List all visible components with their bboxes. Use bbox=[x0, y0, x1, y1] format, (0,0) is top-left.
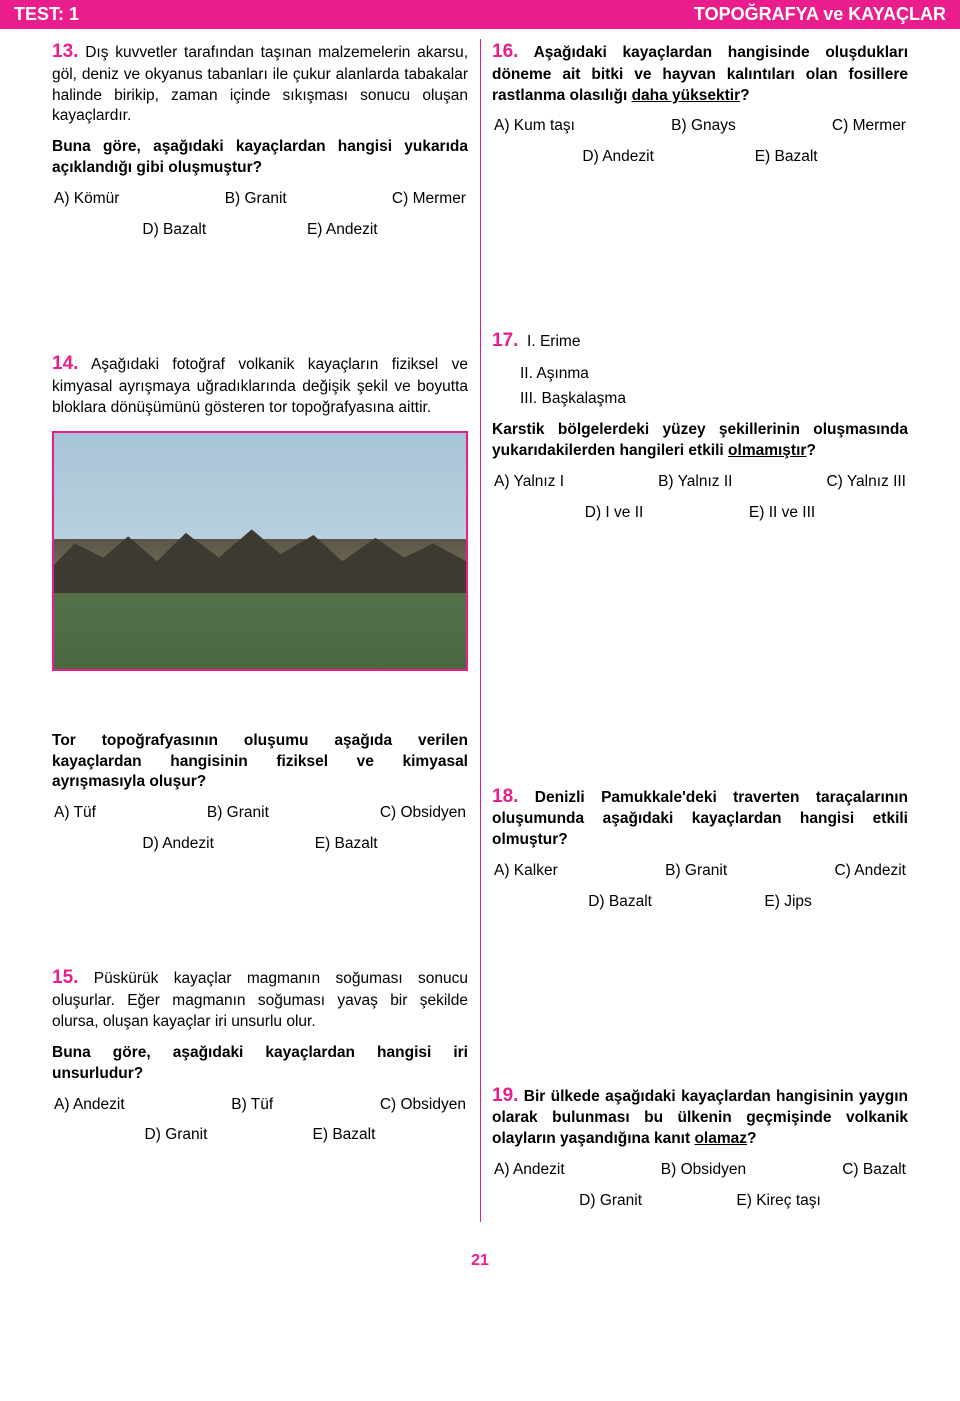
q13-opt-b[interactable]: B) Granit bbox=[225, 189, 287, 210]
rocks-shape bbox=[54, 522, 466, 593]
q18-opt-a[interactable]: A) Kalker bbox=[494, 861, 558, 882]
q16-opt-b[interactable]: B) Gnays bbox=[671, 116, 736, 137]
q19-opt-b[interactable]: B) Obsidyen bbox=[661, 1160, 746, 1181]
q16-opt-a[interactable]: A) Kum taşı bbox=[494, 116, 575, 137]
q19-opt-a[interactable]: A) Andezit bbox=[494, 1160, 565, 1181]
q18-opt-c[interactable]: C) Andezit bbox=[834, 861, 906, 882]
topic-label: TOPOĞRAFYA ve KAYAÇLAR bbox=[694, 4, 946, 25]
q16-options: A) Kum taşı B) Gnays C) Mermer D) Andezi… bbox=[492, 116, 908, 168]
qnum-18: 18. bbox=[492, 786, 518, 807]
q15-opt-b[interactable]: B) Tüf bbox=[231, 1095, 273, 1116]
question-15: 15. Püskürük kayaçlar magmanın soğuması … bbox=[52, 965, 468, 1146]
question-13: 13. Dış kuvvetler tarafından taşınan mal… bbox=[52, 39, 468, 241]
question-18: 18. Denizli Pamukkale'deki traverten tar… bbox=[492, 784, 908, 913]
q19-opt-e[interactable]: E) Kireç taşı bbox=[736, 1191, 820, 1212]
q14-opt-d[interactable]: D) Andezit bbox=[142, 834, 214, 855]
q18-opt-b[interactable]: B) Granit bbox=[665, 861, 727, 882]
q14-opt-a[interactable]: A) Tüf bbox=[54, 803, 96, 824]
q14-opt-e[interactable]: E) Bazalt bbox=[315, 834, 378, 855]
q15-text1: Püskürük kayaçlar magmanın soğuması sonu… bbox=[52, 970, 468, 1030]
qnum-17: 17. bbox=[492, 330, 518, 351]
q17-text2c: ? bbox=[806, 442, 815, 459]
column-divider bbox=[480, 39, 481, 1222]
q15-opt-d[interactable]: D) Granit bbox=[145, 1125, 208, 1146]
q17-r3: III. Başkalaşma bbox=[520, 389, 908, 410]
q14-options: A) Tüf B) Granit C) Obsidyen D) Andezit … bbox=[52, 803, 468, 855]
q17-r2: II. Aşınma bbox=[520, 364, 908, 385]
qnum-19: 19. bbox=[492, 1085, 518, 1106]
qnum-14: 14. bbox=[52, 353, 78, 374]
q17-opt-c[interactable]: C) Yalnız III bbox=[826, 472, 906, 493]
q15-opt-a[interactable]: A) Andezit bbox=[54, 1095, 125, 1116]
q14-text1: Aşağıdaki fotoğraf volkanik kayaçların f… bbox=[52, 356, 468, 416]
q17-opt-e[interactable]: E) II ve III bbox=[749, 503, 815, 524]
q14-opt-c[interactable]: C) Obsidyen bbox=[380, 803, 466, 824]
q18-text1: Denizli Pamukkale'deki traverten taraçal… bbox=[492, 789, 908, 849]
q13-opt-d[interactable]: D) Bazalt bbox=[142, 220, 206, 241]
q15-opt-c[interactable]: C) Obsidyen bbox=[380, 1095, 466, 1116]
q16-opt-c[interactable]: C) Mermer bbox=[832, 116, 906, 137]
q17-r1: I. Erime bbox=[527, 333, 580, 350]
test-label: TEST: 1 bbox=[14, 4, 79, 25]
q14-opt-b[interactable]: B) Granit bbox=[207, 803, 269, 824]
page-header: TEST: 1 TOPOĞRAFYA ve KAYAÇLAR bbox=[0, 0, 960, 29]
q16-opt-e[interactable]: E) Bazalt bbox=[755, 147, 818, 168]
q16-text1c: ? bbox=[740, 87, 749, 104]
q13-opt-e[interactable]: E) Andezit bbox=[307, 220, 378, 241]
q19-opt-c[interactable]: C) Bazalt bbox=[842, 1160, 906, 1181]
q15-options: A) Andezit B) Tüf C) Obsidyen D) Granit … bbox=[52, 1095, 468, 1147]
q18-options: A) Kalker B) Granit C) Andezit D) Bazalt… bbox=[492, 861, 908, 913]
q18-opt-e[interactable]: E) Jips bbox=[764, 892, 811, 913]
q17-opt-a[interactable]: A) Yalnız I bbox=[494, 472, 564, 493]
page-number: 21 bbox=[0, 1252, 960, 1280]
q17-text2a: Karstik bölgelerdeki yüzey şekillerinin … bbox=[492, 421, 908, 459]
q19-opt-d[interactable]: D) Granit bbox=[579, 1191, 642, 1212]
q16-opt-d[interactable]: D) Andezit bbox=[582, 147, 654, 168]
q19-text1c: ? bbox=[747, 1130, 756, 1147]
qnum-16: 16. bbox=[492, 41, 518, 62]
q17-text2b: olmamıştır bbox=[728, 442, 806, 459]
page-body: 13. Dış kuvvetler tarafından taşınan mal… bbox=[0, 29, 960, 1252]
q17-opt-d[interactable]: D) I ve II bbox=[585, 503, 644, 524]
q19-options: A) Andezit B) Obsidyen C) Bazalt D) Gran… bbox=[492, 1160, 908, 1212]
qnum-13: 13. bbox=[52, 41, 78, 62]
q13-options: A) Kömür B) Granit C) Mermer D) Bazalt E… bbox=[52, 189, 468, 241]
q14-text2: Tor topoğrafyasının oluşumu aşağıda veri… bbox=[52, 731, 468, 794]
question-14b: Tor topoğrafyasının oluşumu aşağıda veri… bbox=[52, 731, 468, 856]
right-column: 16. Aşağıdaki kayaçlardan hangisinde olu… bbox=[480, 39, 920, 1232]
q17-options: A) Yalnız I B) Yalnız II C) Yalnız III D… bbox=[492, 472, 908, 524]
q15-opt-e[interactable]: E) Bazalt bbox=[313, 1125, 376, 1146]
q13-opt-c[interactable]: C) Mermer bbox=[392, 189, 466, 210]
tor-photo bbox=[52, 431, 468, 671]
qnum-15: 15. bbox=[52, 967, 78, 988]
left-column: 13. Dış kuvvetler tarafından taşınan mal… bbox=[40, 39, 480, 1232]
question-16: 16. Aşağıdaki kayaçlardan hangisinde olu… bbox=[492, 39, 908, 168]
q15-text2: Buna göre, aşağıdaki kayaçlardan hangisi… bbox=[52, 1043, 468, 1085]
q19-text1b: olamaz bbox=[694, 1130, 747, 1147]
question-17: 17. I. Erime II. Aşınma III. Başkalaşma … bbox=[492, 328, 908, 523]
q17-opt-b[interactable]: B) Yalnız II bbox=[658, 472, 732, 493]
q18-opt-d[interactable]: D) Bazalt bbox=[588, 892, 652, 913]
q16-text1b: daha yüksektir bbox=[632, 87, 741, 104]
q13-opt-a[interactable]: A) Kömür bbox=[54, 189, 119, 210]
q13-text1: Dış kuvvetler tarafından taşınan malzeme… bbox=[52, 44, 468, 124]
question-14: 14. Aşağıdaki fotoğraf volkanik kayaçlar… bbox=[52, 351, 468, 670]
question-19: 19. Bir ülkede aşağıdaki kayaçlardan han… bbox=[492, 1083, 908, 1212]
q13-text2: Buna göre, aşağıdaki kayaçlardan hangisi… bbox=[52, 137, 468, 179]
